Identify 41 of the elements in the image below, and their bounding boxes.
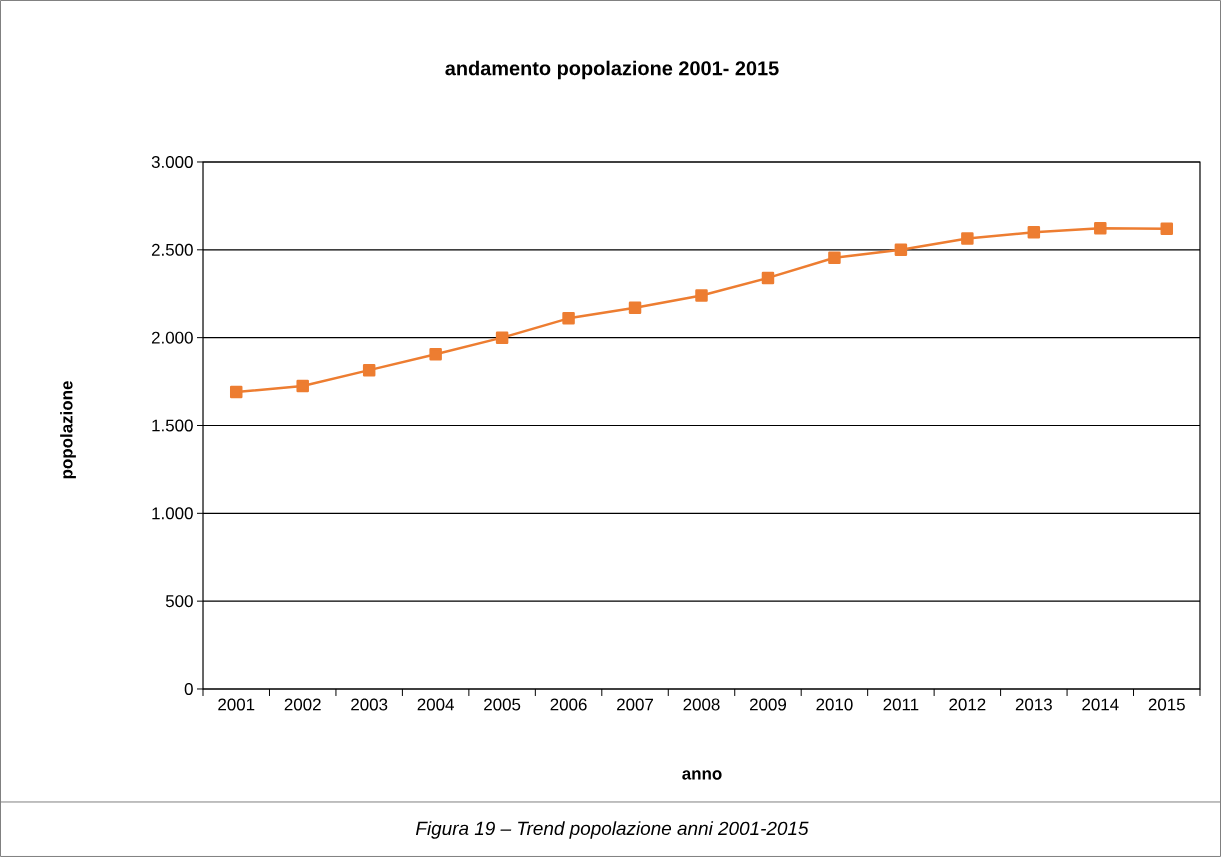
x-tick-label: 2006 xyxy=(550,698,587,711)
point xyxy=(1027,226,1041,239)
chart-title: andamento popolazione 2001- 2015 xyxy=(445,60,779,80)
point xyxy=(761,271,775,285)
point xyxy=(229,385,243,399)
y-tick-label: 3.000 xyxy=(151,155,193,168)
x-tick-label: 2014 xyxy=(1082,698,1119,711)
point xyxy=(296,379,309,393)
point xyxy=(695,289,708,302)
y-tick-label: 2.000 xyxy=(151,331,193,344)
x-tick-label: 2005 xyxy=(484,698,521,711)
point xyxy=(961,232,974,245)
x-tick-label: 2009 xyxy=(749,698,786,711)
point xyxy=(495,331,509,344)
point xyxy=(429,348,442,361)
text: Figura 19 – Trend popolazione anni 2001-2015 xyxy=(415,821,809,839)
y-tick-label: 0 xyxy=(184,682,193,695)
y-tick-label: 1.000 xyxy=(152,507,193,520)
x-tick-label: 2001 xyxy=(218,698,255,711)
x-tick-label: 2007 xyxy=(617,698,654,711)
x-tick-label: 2010 xyxy=(816,698,853,711)
y-tick-label: 500 xyxy=(165,595,193,608)
x-tick-label: 2003 xyxy=(351,698,388,711)
y-tick-label: 1.500 xyxy=(152,419,193,432)
point xyxy=(628,301,642,315)
y-axis-title: popolazione xyxy=(60,381,76,479)
point xyxy=(362,363,376,377)
point xyxy=(1160,222,1174,235)
point xyxy=(828,251,841,264)
x-tick-label: 2013 xyxy=(1015,698,1052,711)
x-axis-title: anno xyxy=(682,770,722,780)
x-tick-label: 2004 xyxy=(417,698,454,711)
y-tick-label: 2.500 xyxy=(151,243,193,256)
x-tick-label: 2011 xyxy=(883,698,919,711)
x-tick-label: 2002 xyxy=(284,698,321,711)
x-tick-label: 2015 xyxy=(1148,698,1185,711)
x-tick-label: 2012 xyxy=(949,698,986,711)
point xyxy=(562,312,575,325)
x-tick-label: 2008 xyxy=(683,698,720,711)
point xyxy=(894,243,908,257)
point xyxy=(1094,221,1107,235)
